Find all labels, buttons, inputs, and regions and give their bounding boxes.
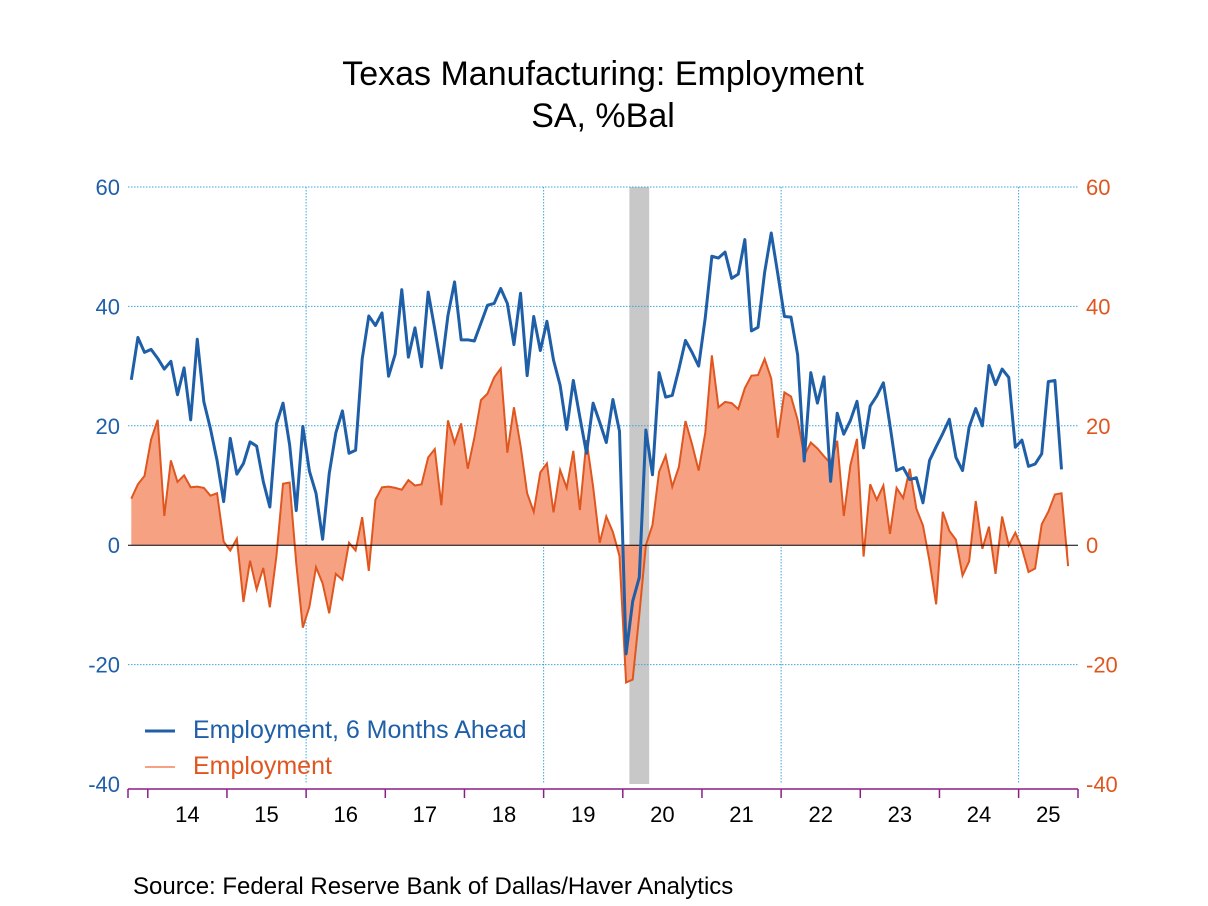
x-tick-label: 24	[967, 802, 991, 827]
recession-shade	[629, 187, 650, 784]
y-tick-label-left: -20	[88, 653, 120, 678]
x-tick-label: 20	[650, 802, 674, 827]
y-tick-label-left: 40	[96, 294, 120, 319]
y-tick-label-left: 60	[96, 175, 120, 200]
employment-line	[130, 355, 1070, 685]
x-tick-label: 21	[729, 802, 753, 827]
y-tick-label-left: 20	[96, 414, 120, 439]
x-tick-label: 19	[571, 802, 595, 827]
y-tick-label-right: 0	[1086, 533, 1098, 558]
y-tick-label-right: 60	[1086, 175, 1110, 200]
x-tick-label: 14	[175, 802, 199, 827]
legend: Employment, 6 Months Ahead Employment	[145, 716, 527, 780]
x-tick-label: 16	[333, 802, 357, 827]
y-tick-label-right: 20	[1086, 414, 1110, 439]
x-tick-label: 25	[1036, 802, 1060, 827]
x-tick-label: 15	[254, 802, 278, 827]
legend-label-employment-6-months-ahead: Employment, 6 Months Ahead	[193, 716, 527, 744]
legend-label-employment: Employment	[193, 752, 332, 780]
x-tick-label: 18	[492, 802, 516, 827]
chart-title: Texas Manufacturing: Employment	[342, 55, 864, 93]
y-tick-label-left: -40	[88, 772, 120, 797]
y-tick-label-right: -40	[1086, 772, 1118, 797]
employment-6-months-ahead-line	[129, 231, 1064, 656]
x-tick-label: 23	[888, 802, 912, 827]
plot-area: 14 15 16 17 18 19 20 21 22 23 24 25 -40 -20 0 20 40 60 -40…	[88, 175, 1118, 827]
employment-area	[131, 355, 1069, 683]
x-tick-label: 22	[808, 802, 832, 827]
y-tick-label-left: 0	[108, 533, 120, 558]
source-note: Source: Federal Reserve Bank of Dallas/H…	[133, 873, 733, 900]
chart-subtitle: SA, %Bal	[531, 97, 675, 135]
y-tick-label-right: -20	[1086, 653, 1118, 678]
y-tick-label-right: 40	[1086, 294, 1110, 319]
x-tick-label: 17	[413, 802, 437, 827]
